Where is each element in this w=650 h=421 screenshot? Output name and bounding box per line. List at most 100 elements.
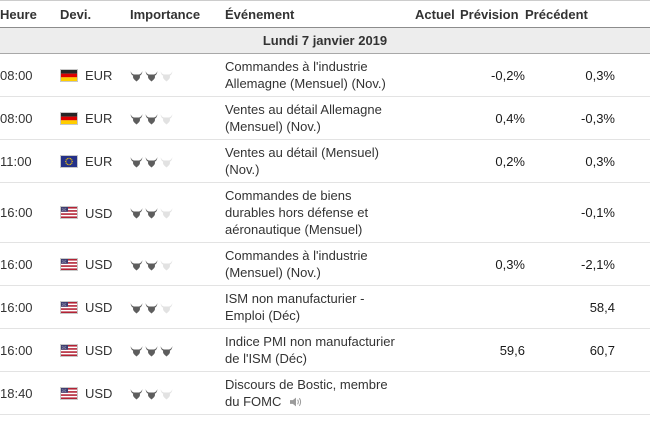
currency-code: USD — [85, 343, 113, 359]
event-forecast — [460, 371, 525, 415]
event-actual — [415, 285, 460, 329]
event-name-link[interactable]: ISM non manufacturier - Emploi (Déc) — [225, 291, 365, 323]
column-header-currency: Devi. — [60, 0, 130, 28]
event-row[interactable]: 16:00 USD Commandes de biens durables ho… — [0, 182, 650, 243]
event-previous: 58,4 — [525, 285, 615, 329]
event-forecast — [460, 285, 525, 329]
event-importance — [130, 285, 225, 329]
bull-icon — [145, 70, 158, 82]
event-forecast — [460, 182, 525, 243]
date-banner-row: Lundi 7 janvier 2019 — [0, 27, 650, 54]
event-currency: USD — [60, 371, 130, 415]
bull-icon — [130, 345, 143, 357]
currency-code: USD — [85, 257, 113, 273]
bull-icon — [160, 113, 173, 125]
event-name-link[interactable]: Indice PMI non manufacturier de l'ISM (D… — [225, 334, 395, 366]
event-time: 08:00 — [0, 96, 60, 140]
currency-code: USD — [85, 205, 113, 221]
event-previous: -0,1% — [525, 182, 615, 243]
column-header-previous: Précédent — [525, 0, 615, 28]
event-actual — [415, 96, 460, 140]
event-currency: EUR — [60, 53, 130, 97]
us-flag — [60, 206, 78, 220]
importance-bulls-icon — [130, 257, 175, 272]
event-name-link[interactable]: Ventes au détail Allemagne (Mensuel) (No… — [225, 102, 382, 134]
event-name-link[interactable]: Commandes à l'industrie (Mensuel) (Nov.) — [225, 248, 368, 280]
event-time: 18:40 — [0, 371, 60, 415]
bull-icon — [160, 388, 173, 400]
event-currency: USD — [60, 182, 130, 243]
currency-code: EUR — [85, 154, 113, 170]
event-cell: Commandes à l'industrie (Mensuel) (Nov.) — [225, 242, 415, 286]
column-header-time: Heure — [0, 0, 60, 28]
event-importance — [130, 139, 225, 183]
importance-bulls-icon — [130, 343, 175, 358]
importance-bulls-icon — [130, 300, 175, 315]
event-actual — [415, 53, 460, 97]
event-name-link[interactable]: Commandes de biens durables hors défense… — [225, 188, 369, 237]
bull-icon — [160, 345, 173, 357]
importance-bulls-icon — [130, 154, 175, 169]
event-time: 16:00 — [0, 285, 60, 329]
column-header-actual: Actuel — [415, 0, 460, 28]
currency-code: EUR — [85, 68, 113, 84]
event-name-link[interactable]: Discours de Bostic, membre du FOMC — [225, 377, 388, 409]
event-actual — [415, 242, 460, 286]
date-banner: Lundi 7 janvier 2019 — [0, 27, 650, 54]
event-actual — [415, 328, 460, 372]
event-time: 08:00 — [0, 53, 60, 97]
speaker-icon — [289, 397, 303, 407]
event-cell: Indice PMI non manufacturier de l'ISM (D… — [225, 328, 415, 372]
event-row[interactable]: 08:00 EUR Ventes au détail Allemagne (Me… — [0, 96, 650, 140]
event-forecast: -0,2% — [460, 53, 525, 97]
column-header-spacer — [615, 0, 650, 28]
event-spacer — [615, 328, 650, 372]
event-actual — [415, 371, 460, 415]
event-name-link[interactable]: Commandes à l'industrie Allemagne (Mensu… — [225, 59, 386, 91]
germany-flag — [60, 111, 78, 125]
event-previous: 0,3% — [525, 139, 615, 183]
event-forecast: 0,4% — [460, 96, 525, 140]
bull-icon — [160, 156, 173, 168]
eu-flag — [60, 154, 78, 168]
us-flag — [60, 386, 78, 400]
event-currency: EUR — [60, 139, 130, 183]
event-previous: 0,3% — [525, 53, 615, 97]
event-row[interactable]: 16:00 USD ISM non manufacturier - Emploi… — [0, 285, 650, 329]
event-time: 16:00 — [0, 242, 60, 286]
event-importance — [130, 328, 225, 372]
event-cell: ISM non manufacturier - Emploi (Déc) — [225, 285, 415, 329]
event-importance — [130, 53, 225, 97]
event-row[interactable]: 18:40 USD Discours de Bostic, membre du … — [0, 371, 650, 415]
event-spacer — [615, 53, 650, 97]
event-time: 11:00 — [0, 139, 60, 183]
bull-icon — [145, 345, 158, 357]
event-forecast: 0,3% — [460, 242, 525, 286]
us-flag — [60, 257, 78, 271]
currency-code: USD — [85, 386, 113, 402]
event-currency: USD — [60, 242, 130, 286]
event-currency: EUR — [60, 96, 130, 140]
calendar-header: Heure Devi. Importance Événement Actuel … — [0, 0, 650, 28]
importance-bulls-icon — [130, 111, 175, 126]
event-previous: -2,1% — [525, 242, 615, 286]
bull-icon — [130, 388, 143, 400]
event-row[interactable]: 16:00 USD Indice PMI non manufacturier d… — [0, 328, 650, 372]
bull-icon — [160, 302, 173, 314]
event-spacer — [615, 371, 650, 415]
bull-icon — [145, 259, 158, 271]
bull-icon — [130, 259, 143, 271]
importance-bulls-icon — [130, 68, 175, 83]
event-actual — [415, 182, 460, 243]
event-time: 16:00 — [0, 182, 60, 243]
event-row[interactable]: 11:00 EUR Ventes au détail (Mensuel) (No… — [0, 139, 650, 183]
event-row[interactable]: 08:00 EUR Commandes à l'industrie Allema… — [0, 53, 650, 97]
bull-icon — [160, 70, 173, 82]
event-name-link[interactable]: Ventes au détail (Mensuel) (Nov.) — [225, 145, 379, 177]
event-spacer — [615, 285, 650, 329]
event-spacer — [615, 182, 650, 243]
currency-code: EUR — [85, 111, 113, 127]
event-row[interactable]: 16:00 USD Commandes à l'industrie (Mensu… — [0, 242, 650, 286]
event-forecast: 59,6 — [460, 328, 525, 372]
